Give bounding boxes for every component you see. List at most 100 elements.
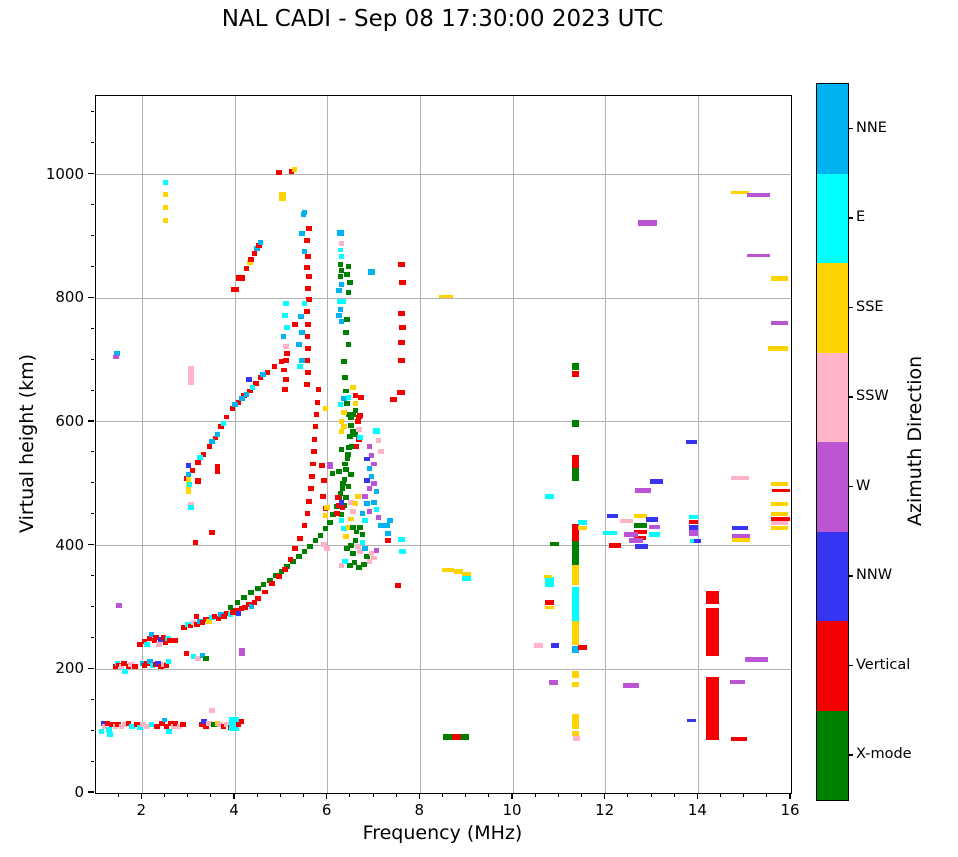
- data-point: [571, 467, 580, 482]
- data-point: [344, 456, 351, 462]
- x-tick-label: 16: [780, 801, 800, 819]
- data-point: [452, 734, 463, 741]
- data-point: [320, 493, 326, 499]
- data-point: [128, 661, 134, 667]
- data-point: [305, 286, 311, 292]
- azimuth-colorbar: [816, 83, 849, 801]
- data-point: [338, 512, 345, 518]
- data-point: [255, 585, 261, 591]
- data-point: [214, 431, 221, 437]
- data-point: [322, 526, 329, 532]
- data-point: [730, 737, 748, 742]
- data-point: [371, 481, 377, 487]
- data-point: [227, 604, 234, 610]
- data-point: [160, 634, 167, 640]
- data-point: [280, 334, 287, 340]
- data-point: [254, 246, 260, 252]
- data-point: [355, 493, 361, 499]
- data-point: [310, 449, 317, 455]
- data-point: [338, 282, 345, 288]
- data-point: [221, 613, 227, 619]
- data-point: [209, 439, 215, 445]
- x-minor-tick: [187, 793, 189, 797]
- data-point: [312, 538, 319, 544]
- data-point: [390, 397, 397, 403]
- data-point: [366, 444, 373, 450]
- data-point: [184, 622, 191, 628]
- data-point: [336, 298, 347, 304]
- y-minor-tick: [90, 265, 94, 267]
- data-point: [341, 476, 348, 482]
- data-point: [770, 321, 789, 325]
- data-point: [624, 532, 639, 537]
- colorbar-tick: [849, 664, 853, 667]
- data-point: [181, 624, 187, 630]
- data-point: [109, 722, 115, 728]
- data-point: [571, 731, 580, 736]
- data-point: [337, 306, 344, 312]
- data-point: [185, 472, 192, 477]
- x-major-tick: [418, 793, 421, 799]
- data-point: [218, 612, 224, 618]
- data-point: [188, 505, 194, 511]
- data-point: [253, 381, 259, 387]
- data-point: [371, 499, 377, 505]
- data-point: [398, 357, 406, 363]
- data-point: [247, 388, 253, 394]
- data-point: [279, 191, 286, 201]
- data-point: [161, 717, 168, 723]
- data-point: [461, 734, 470, 741]
- data-point: [747, 193, 770, 197]
- data-point: [345, 342, 352, 348]
- data-point: [98, 728, 105, 734]
- data-point: [341, 395, 347, 401]
- data-point: [364, 456, 370, 462]
- colorbar-segment-x-mode: [817, 710, 848, 800]
- data-point: [309, 473, 315, 479]
- data-point: [544, 600, 554, 605]
- data-point: [339, 504, 346, 510]
- y-minor-tick: [90, 203, 94, 205]
- data-point: [304, 382, 310, 388]
- data-point: [113, 354, 119, 360]
- x-minor-tick: [488, 793, 490, 797]
- data-point: [352, 501, 359, 507]
- data-point: [281, 367, 287, 373]
- data-point: [163, 663, 170, 669]
- data-point: [348, 444, 355, 450]
- data-point: [694, 538, 701, 543]
- data-point: [442, 567, 455, 572]
- data-point: [705, 677, 719, 741]
- data-point: [102, 723, 109, 729]
- data-point: [394, 582, 402, 588]
- data-point: [571, 621, 580, 646]
- data-point: [238, 719, 245, 725]
- data-point: [206, 721, 212, 727]
- data-point: [301, 523, 308, 529]
- data-point: [337, 274, 344, 280]
- data-point: [223, 611, 230, 617]
- data-point: [330, 512, 336, 518]
- data-point: [283, 300, 289, 306]
- data-point: [298, 314, 304, 320]
- data-point: [235, 611, 242, 617]
- data-point: [260, 372, 266, 378]
- data-point: [203, 723, 210, 729]
- data-point: [371, 555, 377, 561]
- y-minor-tick: [90, 451, 94, 453]
- data-point: [646, 517, 658, 523]
- data-point: [233, 608, 239, 614]
- data-point: [768, 345, 788, 352]
- data-point: [443, 734, 454, 741]
- data-point: [114, 351, 120, 357]
- data-point: [152, 661, 159, 667]
- y-tick-label: 200: [55, 659, 84, 678]
- data-point: [352, 392, 359, 398]
- colorbar-label-nnw: NNW: [856, 567, 893, 584]
- data-point: [549, 680, 559, 686]
- colorbar-label-sse: SSE: [856, 298, 884, 315]
- data-point: [232, 402, 238, 408]
- data-point: [255, 595, 261, 601]
- x-minor-tick: [650, 793, 652, 797]
- data-point: [351, 560, 358, 566]
